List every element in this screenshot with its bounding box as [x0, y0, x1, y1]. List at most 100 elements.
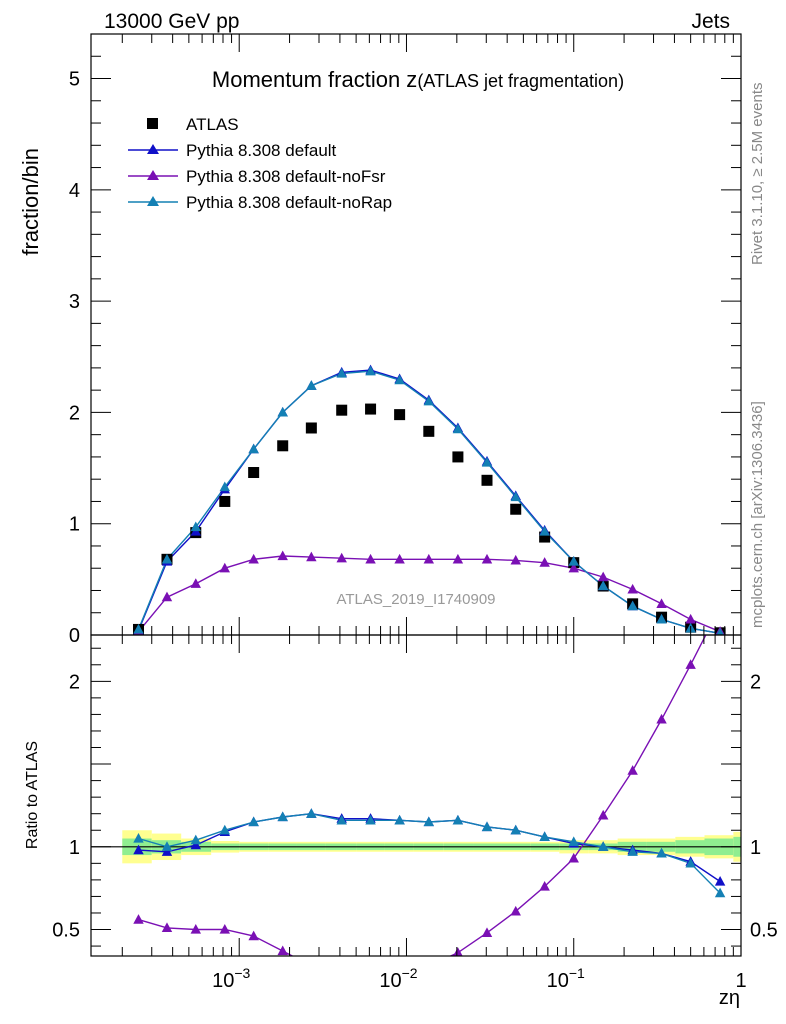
ratio-y-tick-label-right: 1	[750, 837, 761, 859]
data-point-pythia-8-308-default-norap	[423, 395, 435, 406]
ratio-point-pythia-8-308-default	[714, 876, 726, 886]
ratio-point-pythia-8-308-default-nofsr	[568, 852, 579, 863]
ratio-y-tick-label: 2	[69, 671, 80, 693]
x-tick-label: 10−2	[379, 965, 417, 992]
data-point-atlas	[248, 467, 260, 479]
ratio-y-tick-label-right: 2	[750, 671, 761, 693]
ratio-point-pythia-8-308-default-norap	[685, 857, 696, 868]
ratio-y-tick-label: 1	[69, 837, 80, 859]
x-tick-label: 1	[735, 970, 746, 992]
data-point-pythia-8-308-default-nofsr	[423, 553, 435, 564]
data-point-pythia-8-308-default-nofsr	[452, 553, 464, 564]
ratio-point-pythia-8-308-default-norap	[161, 841, 173, 851]
data-point-atlas	[336, 404, 348, 416]
watermark: ATLAS_2019_I1740909	[336, 591, 495, 608]
ratio-point-pythia-8-308-default-norap	[714, 887, 726, 898]
data-point-atlas	[219, 495, 231, 507]
ratio-point-pythia-8-308-default-norap	[394, 814, 405, 825]
main-axes: 0 1 2 3 4 5	[69, 33, 742, 647]
data-point-pythia-8-308-default-norap	[597, 580, 609, 591]
energy-label: 13000 GeV pp	[104, 10, 239, 33]
y-tick-label: 1	[69, 514, 80, 536]
rivet-label: Rivet 3.1.10, ≥ 2.5M events	[749, 83, 766, 266]
source-label: mcplots.cern.ch [arXiv:1306.3436]	[749, 401, 766, 628]
ratio-point-pythia-8-308-default-norap	[133, 833, 144, 843]
ratio-point-pythia-8-308-default-norap	[452, 814, 464, 825]
legend-marker-default	[147, 144, 159, 154]
main-panel: 0 1 2 3 4 5 fraction/bin Momentum fraction z(…	[18, 33, 742, 647]
data-point-atlas	[481, 474, 493, 486]
legend-label-nofsr: Pythia 8.308 default-noFsr	[186, 167, 386, 186]
x-tick-exponent: −3	[234, 965, 250, 981]
data-point-pythia-8-308-default-norap	[277, 406, 288, 417]
legend-marker-nofsr	[147, 170, 159, 180]
ratio-point-pythia-8-308-default-nofsr	[510, 905, 521, 916]
data-point-atlas	[305, 422, 317, 434]
data-point-pythia-8-308-default-norap	[539, 525, 550, 536]
ratio-data-layer	[91, 635, 741, 975]
ratio-point-pythia-8-308-default-norap	[365, 814, 376, 825]
ratio-point-pythia-8-308-default-nofsr	[248, 930, 259, 941]
data-point-pythia-8-308-default-norap	[656, 613, 667, 624]
ratio-point-pythia-8-308-default-nofsr	[656, 713, 667, 724]
x-tick-label: 10−1	[547, 965, 585, 992]
ratio-frame	[90, 634, 742, 957]
data-point-pythia-8-308-default-norap	[161, 553, 173, 564]
ratio-panel: 10−3 10−2 10−1 1 0.5 0.5 1 1 2 2 Ratio to ATLAS z…	[24, 634, 778, 1009]
legend: ATLAS Pythia 8.308 default Pythia 8.308 …	[128, 115, 392, 212]
data-point-atlas	[539, 531, 551, 543]
data-point-pythia-8-308-default-nofsr	[365, 553, 376, 564]
data-point-pythia-8-308-default-nofsr	[627, 583, 638, 594]
data-point-pythia-8-308-default-nofsr	[481, 553, 493, 564]
data-point-atlas	[277, 440, 289, 452]
legend-marker-atlas	[147, 118, 158, 129]
main-data-layer	[133, 364, 726, 635]
data-point-atlas	[510, 503, 522, 515]
ratio-point-pythia-8-308-default-norap	[627, 846, 638, 856]
data-point-pythia-8-308-default-nofsr	[597, 571, 609, 582]
x-tick-exponent: −1	[569, 965, 585, 981]
category-label: Jets	[691, 10, 730, 33]
legend-label-norap: Pythia 8.308 default-noRap	[186, 193, 392, 212]
main-title-text: Momentum fraction z	[212, 67, 417, 92]
ratio-point-pythia-8-308-default-norap	[481, 821, 493, 832]
data-point-pythia-8-308-default-norap	[481, 456, 493, 467]
ratio-point-pythia-8-308-default-nofsr	[481, 927, 493, 937]
ratio-point-pythia-8-308-default-norap	[248, 816, 259, 827]
ratio-point-pythia-8-308-default-nofsr	[277, 945, 288, 956]
ratio-point-pythia-8-308-default-norap	[510, 824, 521, 835]
data-point-atlas	[365, 403, 377, 415]
ratio-point-pythia-8-308-default-norap	[539, 831, 550, 841]
data-point-atlas	[423, 425, 435, 437]
y-tick-label: 4	[69, 180, 80, 202]
y-tick-label: 2	[69, 402, 80, 424]
data-point-pythia-8-308-default-nofsr	[539, 557, 550, 567]
ratio-point-pythia-8-308-default-nofsr	[306, 960, 316, 970]
data-point-pythia-8-308-default-norap	[219, 481, 231, 492]
ratio-point-pythia-8-308-default-nofsr	[597, 809, 609, 820]
ratio-point-pythia-8-308-default	[161, 846, 173, 856]
ratio-point-pythia-8-308-default-norap	[423, 816, 435, 827]
data-point-pythia-8-308-default-nofsr	[190, 578, 202, 588]
data-point-pythia-8-308-default-nofsr	[277, 550, 288, 561]
x-tick-exponent: −2	[402, 965, 418, 981]
ratio-point-pythia-8-308-default-nofsr	[365, 965, 375, 975]
ratio-point-pythia-8-308-default-nofsr	[190, 924, 202, 934]
x-axis-label: zη	[719, 987, 740, 1009]
data-point-pythia-8-308-default-nofsr	[336, 552, 347, 563]
data-point-pythia-8-308-default-norap	[336, 367, 347, 378]
ratio-y-tick-label-right: 0.5	[750, 920, 778, 942]
ratio-axes: 10−3 10−2 10−1 1 0.5 0.5 1 1 2 2	[52, 635, 778, 992]
data-point-pythia-8-308-default-nofsr	[161, 591, 173, 602]
data-point-pythia-8-308-default-norap	[568, 556, 579, 566]
data-point-pythia-8-308-default-norap	[306, 380, 317, 390]
data-point-pythia-8-308-default-nofsr	[306, 551, 317, 562]
data-point-pythia-8-308-default-norap	[716, 627, 724, 635]
data-point-pythia-8-308-default-norap	[510, 491, 521, 502]
ratio-point-pythia-8-308-default-norap	[277, 811, 288, 822]
ratio-point-pythia-8-308-default-nofsr	[685, 659, 696, 669]
ratio-point-pythia-8-308-default-norap	[597, 841, 609, 851]
ratio-y-label: Ratio to ATLAS	[24, 741, 41, 849]
data-point-pythia-8-308-default-nofsr	[394, 553, 405, 564]
ratio-line-pythia-8-308-default-nofsr	[138, 635, 707, 956]
